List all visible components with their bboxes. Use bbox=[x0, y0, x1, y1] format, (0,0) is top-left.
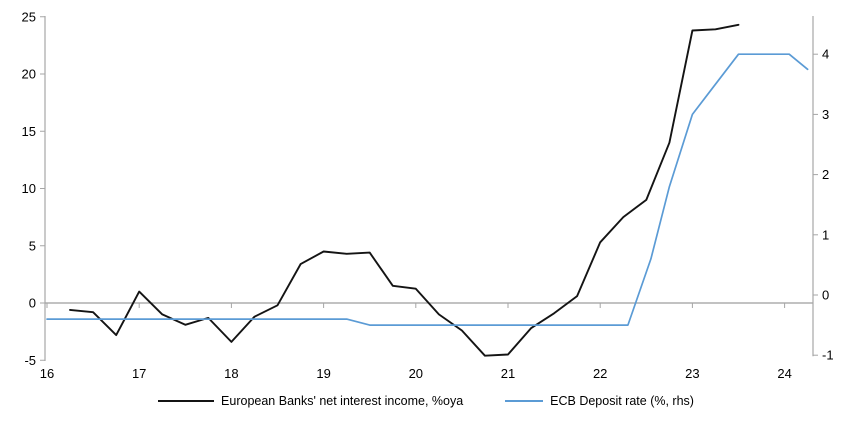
x-axis-tick-label: 22 bbox=[593, 366, 607, 381]
black-line-swatch-icon bbox=[158, 400, 215, 402]
x-axis-tick-label: 17 bbox=[132, 366, 146, 381]
legend-label-net-interest-income: European Banks' net interest income, %oy… bbox=[221, 394, 464, 408]
right-axis-tick-label: 4 bbox=[822, 47, 829, 62]
x-axis-tick-label: 16 bbox=[40, 366, 54, 381]
x-axis-tick-label: 21 bbox=[501, 366, 515, 381]
left-axis-tick-label: 25 bbox=[22, 9, 36, 24]
right-axis-tick-label: -1 bbox=[822, 348, 834, 363]
blue-line-swatch-icon bbox=[505, 400, 544, 402]
left-axis-tick-label: 10 bbox=[22, 181, 36, 196]
x-axis-tick-label: 20 bbox=[409, 366, 423, 381]
left-axis-tick-label: -5 bbox=[24, 353, 36, 368]
right-axis-tick-label: 0 bbox=[822, 288, 829, 303]
x-axis-tick-label: 19 bbox=[316, 366, 330, 381]
right-axis-tick-label: 3 bbox=[822, 107, 829, 122]
right-axis-tick-label: 2 bbox=[822, 167, 829, 182]
right-axis: -1 0 1 2 3 4 bbox=[812, 16, 834, 363]
legend-entry-ecb-deposit-rate: ECB Deposit rate (%, rhs) bbox=[505, 394, 694, 408]
left-axis-tick-label: 20 bbox=[22, 67, 36, 82]
chart-legend: European Banks' net interest income, %oy… bbox=[0, 394, 852, 408]
legend-entry-net-interest-income: European Banks' net interest income, %oy… bbox=[158, 394, 463, 408]
left-axis-tick-label: 5 bbox=[29, 238, 36, 253]
left-axis: -5 0 5 10 15 20 25 bbox=[22, 9, 46, 368]
ecb-deposit-rate-line bbox=[46, 53, 809, 326]
x-axis-tick-label: 23 bbox=[685, 366, 699, 381]
x-axis-tick-label: 18 bbox=[224, 366, 238, 381]
net-interest-income-line bbox=[69, 23, 740, 357]
left-axis-tick-label: 15 bbox=[22, 124, 36, 139]
left-axis-tick-label: 0 bbox=[29, 296, 36, 311]
legend-label-ecb-deposit-rate: ECB Deposit rate (%, rhs) bbox=[550, 394, 694, 408]
right-axis-tick-label: 1 bbox=[822, 227, 829, 242]
x-axis: 16 17 18 19 20 21 22 23 24 bbox=[40, 302, 813, 381]
x-axis-tick-label: 24 bbox=[777, 366, 791, 381]
